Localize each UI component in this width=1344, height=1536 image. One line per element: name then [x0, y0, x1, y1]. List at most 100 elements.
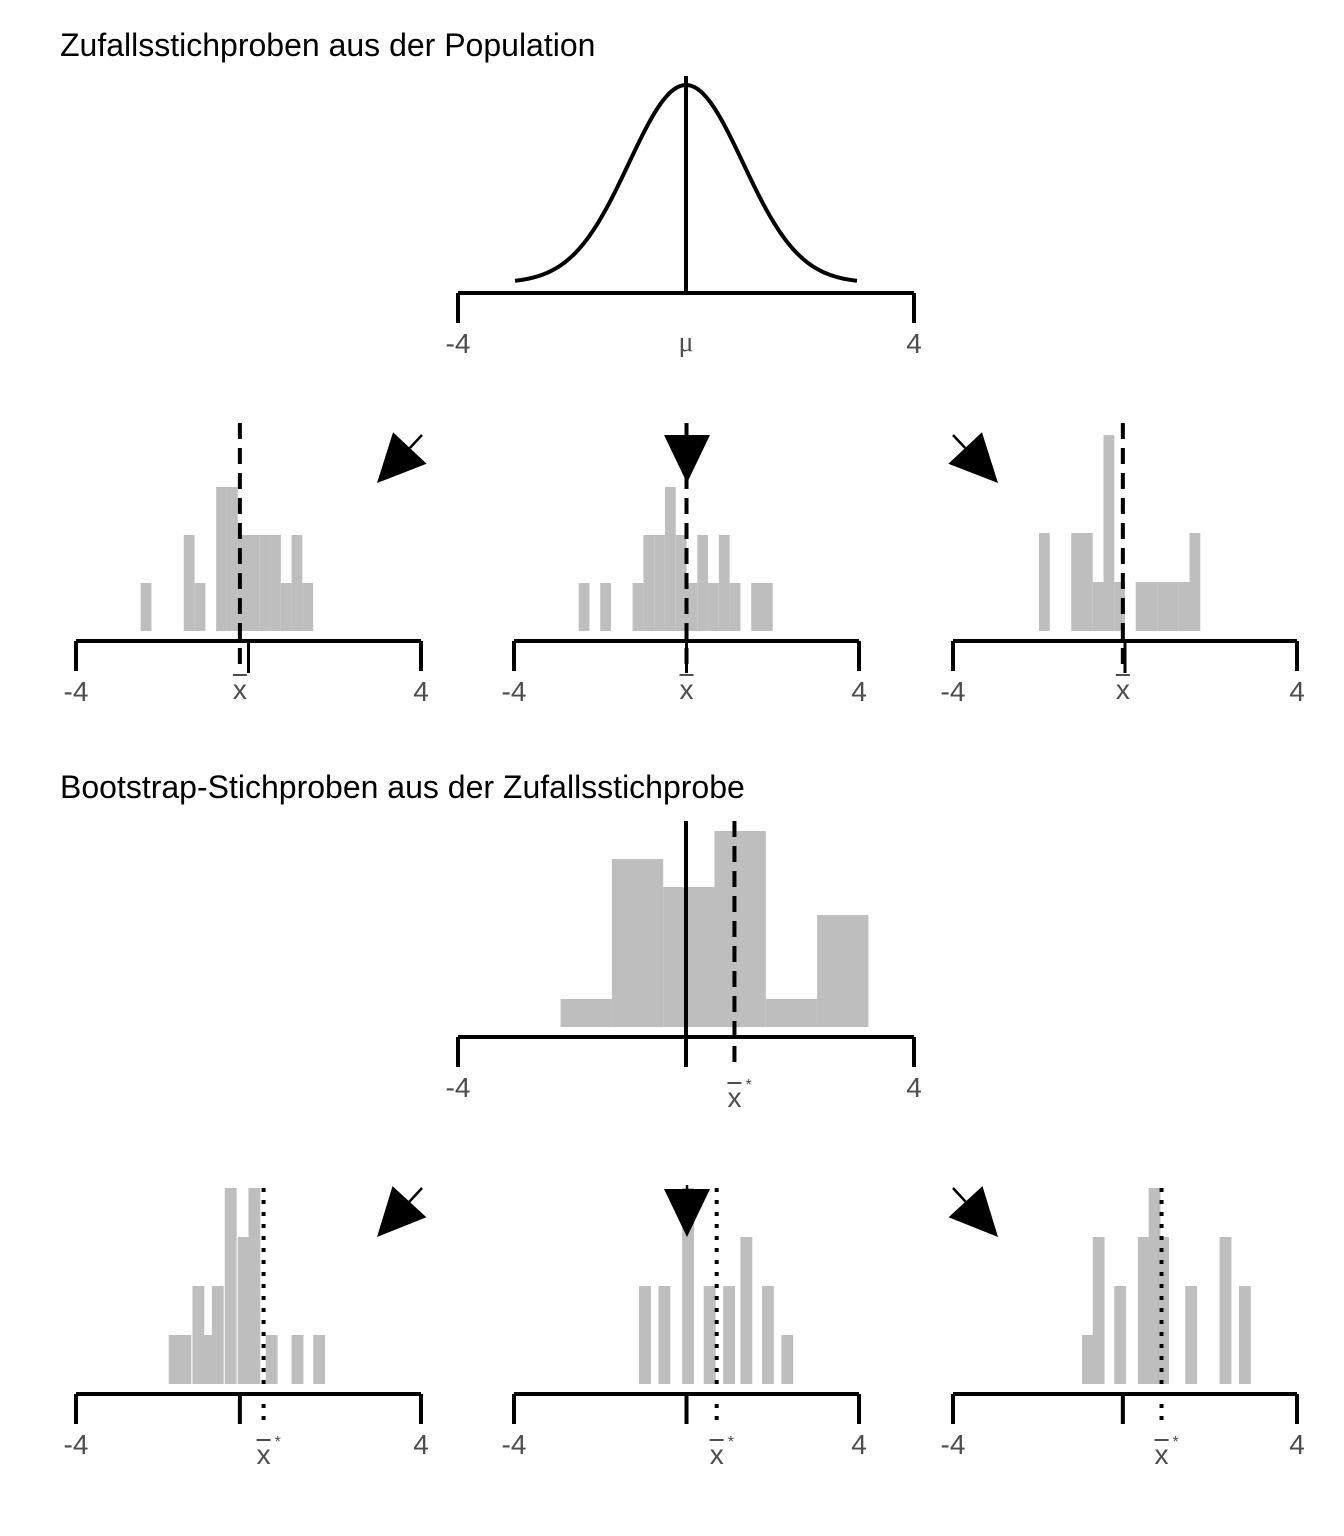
- arrow-middle-bottom-head: [664, 1189, 710, 1237]
- sample-1-bar-7: [248, 535, 260, 631]
- sample-3-bar-3: [1082, 533, 1093, 631]
- bootstrap-1-bar-7: [237, 1237, 250, 1384]
- sample-2-bar-10: [708, 583, 719, 631]
- arrow-right-top-head: [948, 432, 998, 483]
- arrow-middle-bottom: [664, 1185, 710, 1237]
- bootstrap-2-bar-7: [761, 1286, 774, 1384]
- sample-2-bar-7: [675, 535, 687, 631]
- sample-1-bar-11: [291, 535, 303, 631]
- bootstrap-1-bar-6: [224, 1188, 237, 1384]
- arrow-left-bottom: [377, 1186, 427, 1237]
- bootstrap-3-bar-4: [1137, 1237, 1150, 1384]
- bootstrap-2-bar-2: [658, 1286, 671, 1384]
- arrow-left-top: [377, 432, 427, 483]
- arrow-middle-top-head: [664, 435, 710, 483]
- sample-2-bar-8: [686, 583, 698, 631]
- sample-2-tick-label-min: -4: [502, 676, 527, 707]
- sample-2-bar-14: [761, 583, 773, 631]
- bootstrap-source-bar-2: [611, 859, 664, 1027]
- bootstrap-3-bar-9: [1238, 1286, 1251, 1384]
- bootstrap-1-tick-label-min: -4: [64, 1429, 89, 1460]
- sample-3-bar-12: [1189, 533, 1201, 631]
- bootstrap-3-tick-label-max: 4: [1289, 1429, 1305, 1460]
- sample-1-tick-label-max: 4: [413, 676, 429, 707]
- sample-2-bar-1: [578, 583, 590, 631]
- bootstrap-3-star-label: *: [1173, 1434, 1179, 1451]
- sample-1-tick-label-min: -4: [64, 676, 89, 707]
- arrow-right-bottom-shaft: [952, 1187, 967, 1203]
- arrow-right-bottom: [948, 1186, 998, 1237]
- sample-3-bar-4: [1092, 582, 1104, 631]
- bootstrap-1-xbar-label: x: [257, 1439, 271, 1470]
- sample-3-tick-label-min: -4: [941, 676, 966, 707]
- arrow-right-top: [948, 432, 998, 483]
- bootstrap-1-star-label: *: [275, 1434, 281, 1451]
- sample-3-bar-6: [1114, 582, 1125, 631]
- sample-3-bar-1: [1039, 533, 1050, 631]
- bootstrap-2-star-label: *: [728, 1434, 734, 1451]
- sample-2-bar-9: [697, 535, 709, 631]
- arrow-right-bottom-head: [948, 1186, 998, 1237]
- sample-3-bar-5: [1103, 435, 1115, 631]
- arrow-right-top-shaft: [952, 434, 967, 449]
- panel-bootstrap-3: -4 4 x *: [941, 1188, 1305, 1470]
- bootstrap-2-xbar-label: x: [710, 1439, 724, 1470]
- bootstrap-source-tick-label-max: 4: [906, 1072, 922, 1103]
- bootstrap-2-tick-label-min: -4: [502, 1429, 527, 1460]
- sample-3-bar-9: [1157, 582, 1168, 631]
- bootstrap-1-bar-8: [248, 1188, 261, 1384]
- bootstrap-3-bar-8: [1219, 1237, 1232, 1384]
- panel-sample-2: -4 4 x: [502, 423, 867, 707]
- sample-3-bar-10: [1168, 582, 1179, 631]
- sample-1-bar-12: [302, 583, 314, 631]
- bootstrap-source-bar-3: [663, 887, 715, 1027]
- bootstrap-1-bar-11: [313, 1335, 326, 1384]
- bootstrap-3-bar-2: [1092, 1237, 1105, 1384]
- arrow-left-top-head: [377, 432, 427, 483]
- bootstrap-source-bar-6: [817, 915, 869, 1027]
- sample-1-bar-4: [216, 487, 227, 631]
- bootstrap-2-bar-3: [682, 1188, 695, 1384]
- sample-1-xbar-label: x: [233, 674, 247, 705]
- bootstrap-source-bar-1: [560, 999, 612, 1027]
- sample-3-xbar-label: x: [1116, 674, 1130, 705]
- arrow-left-bottom-shaft: [408, 1187, 423, 1203]
- sample-2-bar-2: [600, 583, 612, 631]
- sample-3-tick-label-max: 4: [1289, 676, 1305, 707]
- bootstrap-1-bar-10: [291, 1335, 304, 1384]
- sample-2-bar-11: [718, 535, 730, 631]
- bootstrap-source-star-label: *: [745, 1077, 751, 1094]
- bootstrap-3-bar-1: [1082, 1335, 1094, 1384]
- sample-3-bar-11: [1178, 582, 1190, 631]
- bootstrap-3-tick-label-min: -4: [941, 1429, 966, 1460]
- bootstrap-3-bar-3: [1114, 1286, 1127, 1384]
- sample-1-bar-5: [226, 487, 238, 631]
- arrow-middle-top: [664, 424, 710, 483]
- bootstrap-source-xbar-label: x: [727, 1082, 741, 1113]
- panel-bootstrap-2: -4 4 x *: [502, 1188, 867, 1470]
- sample-1-bar-9: [270, 535, 281, 631]
- sample-1-bar-3: [194, 583, 206, 631]
- sample-2-bar-13: [751, 583, 762, 631]
- panel-bootstrap-source: -4 4 x *: [446, 821, 922, 1113]
- sample-1-bar-10: [280, 583, 292, 631]
- bootstrap-2-bar-4: [703, 1286, 716, 1384]
- sample-2-bar-6: [664, 487, 676, 631]
- sample-1-bar-1: [140, 583, 152, 631]
- bootstrap-3-bar-5: [1148, 1188, 1161, 1384]
- bootstrap-1-bar-1: [168, 1335, 181, 1384]
- sample-2-xbar-label: x: [680, 674, 694, 705]
- sample-1-bar-8: [259, 535, 271, 631]
- panel-bootstrap-1: -4 4 x *: [64, 1188, 429, 1470]
- sample-2-bar-12: [729, 583, 741, 631]
- sample-1-bar-2: [183, 535, 195, 631]
- bootstrap-2-tick-label-max: 4: [851, 1429, 867, 1460]
- bootstrap-source-tick-label-min: -4: [446, 1072, 471, 1103]
- panel-sample-3: -4 4 x: [941, 423, 1305, 707]
- population-tick-label-max: 4: [906, 328, 922, 359]
- panel-population: -4 4 μ: [446, 76, 922, 359]
- bootstrap-2-bar-1: [639, 1286, 651, 1384]
- population-tick-label-min: -4: [446, 328, 471, 359]
- bootstrap-2-bar-6: [740, 1237, 753, 1384]
